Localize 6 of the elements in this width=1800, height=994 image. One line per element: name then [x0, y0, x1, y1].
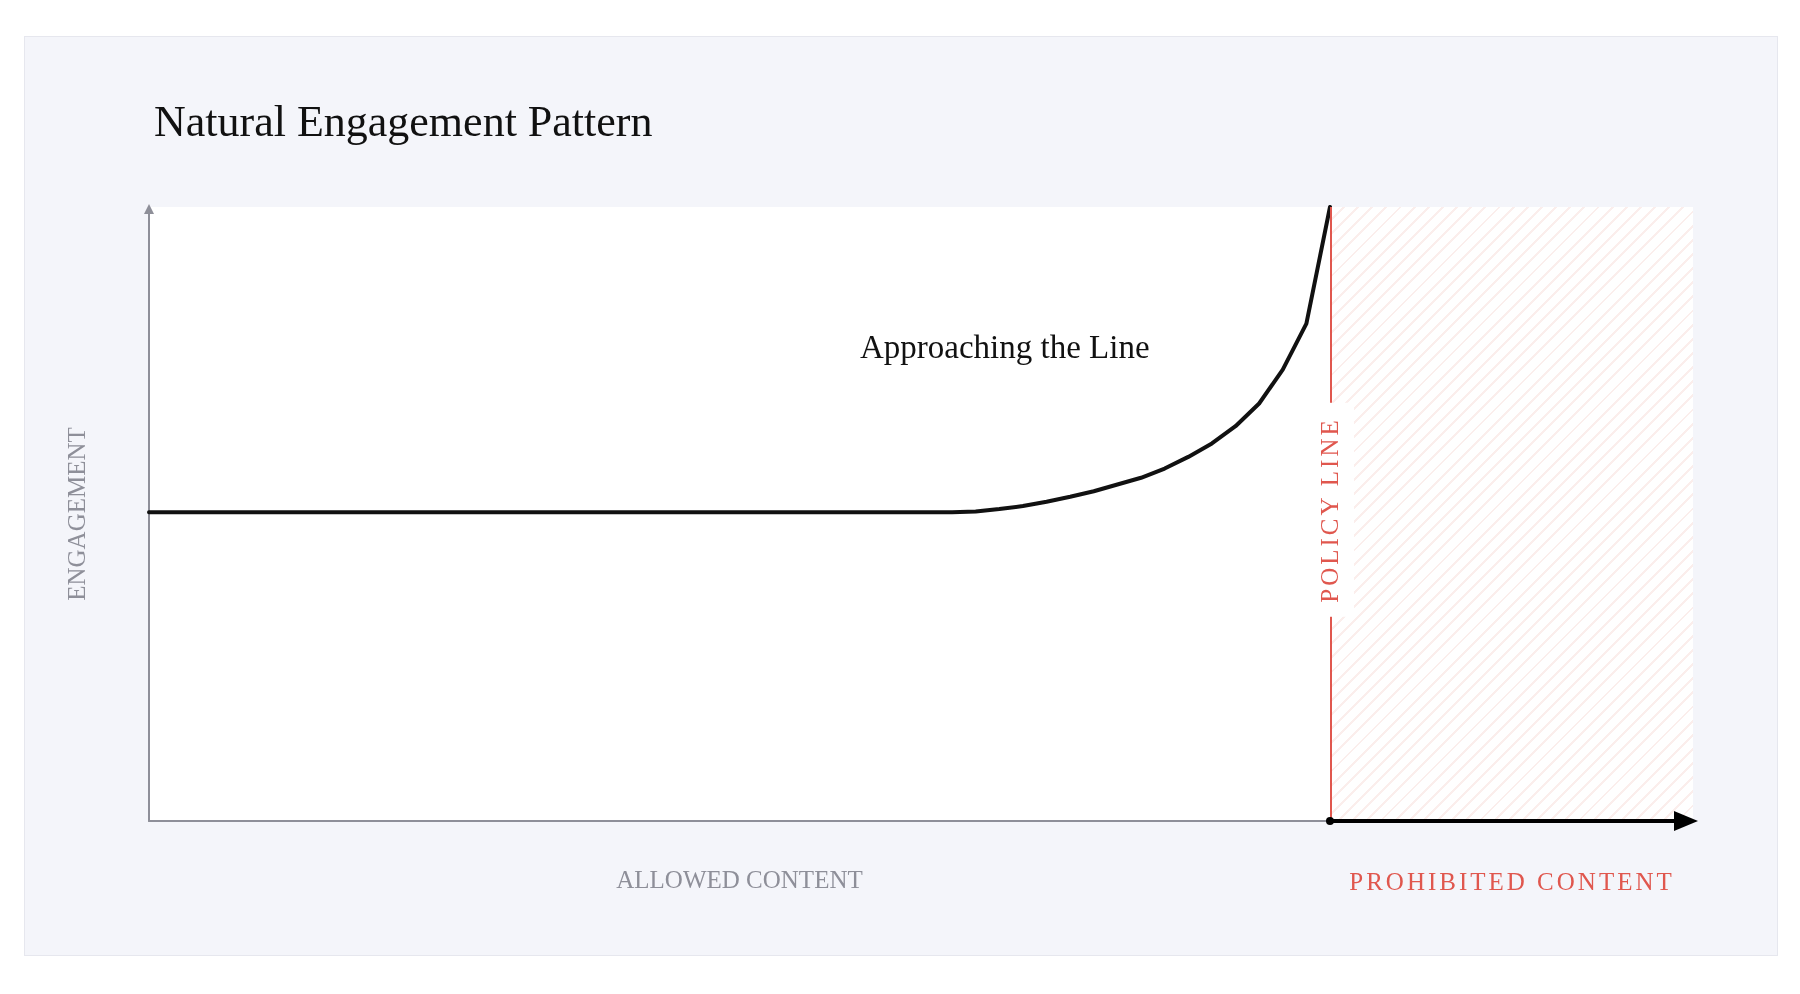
x-axis-title: ALLOWED CONTENT	[616, 866, 863, 893]
annotation: Approaching the Line	[860, 328, 1150, 365]
y-axis-title: ENGAGEMENT	[63, 427, 90, 601]
chart-title: Natural Engagement Pattern	[154, 96, 653, 146]
text: PROHIBITED CONTENT	[1349, 868, 1675, 896]
annotation: POLICY LINE	[1306, 403, 1354, 617]
